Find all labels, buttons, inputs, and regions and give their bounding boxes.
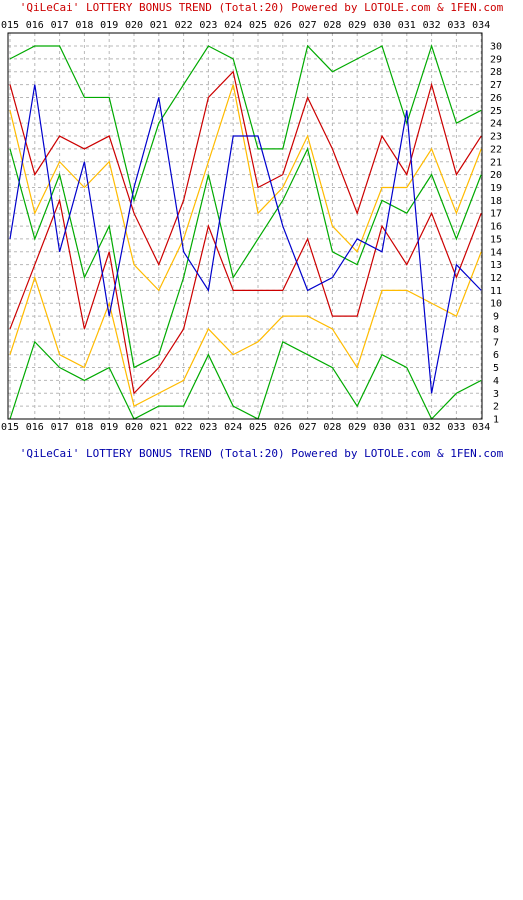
series-line-2 xyxy=(9,251,482,408)
grid xyxy=(8,33,482,420)
y-tick-label: 5 xyxy=(493,363,499,374)
y-tick-label: 18 xyxy=(490,196,502,207)
x-tick-label: 022 xyxy=(175,20,193,31)
x-tick-label: 020 xyxy=(125,422,143,433)
x-tick-label: 033 xyxy=(447,422,465,433)
y-tick-label: 16 xyxy=(490,222,502,233)
x-tick-label: 018 xyxy=(75,20,93,31)
x-tick-label: 018 xyxy=(75,422,93,433)
x-tick-label: 033 xyxy=(447,20,465,31)
y-tick-label: 17 xyxy=(490,209,502,220)
y-tick-label: 11 xyxy=(490,286,502,297)
series-line-6 xyxy=(9,70,482,267)
x-tick-label: 030 xyxy=(373,20,391,31)
y-tick-label: 28 xyxy=(490,67,502,78)
x-tick-label: 020 xyxy=(125,20,143,31)
y-tick-label: 24 xyxy=(490,119,502,130)
x-tick-label: 029 xyxy=(348,422,366,433)
x-tick-label: 016 xyxy=(26,20,44,31)
x-tick-label: 029 xyxy=(348,20,366,31)
chart-title-top: 'QiLeCai' LOTTERY BONUS TREND (Total:20)… xyxy=(19,1,504,14)
y-tick-label: 14 xyxy=(490,247,502,258)
x-tick-label: 023 xyxy=(199,20,217,31)
x-tick-label: 026 xyxy=(274,422,292,433)
y-tick-label: 26 xyxy=(490,93,502,104)
y-tick-label: 12 xyxy=(490,273,502,284)
y-tick-label: 23 xyxy=(490,132,502,143)
series-lines xyxy=(9,44,482,421)
series-line-1 xyxy=(9,340,482,421)
x-tick-label: 031 xyxy=(398,422,416,433)
chart-title-bottom: 'QiLeCai' LOTTERY BONUS TREND (Total:20)… xyxy=(19,447,504,460)
x-tick-label: 017 xyxy=(51,20,69,31)
x-tick-label: 034 xyxy=(472,422,490,433)
x-tick-label: 024 xyxy=(224,20,242,31)
x-tick-label: 027 xyxy=(299,422,317,433)
x-tick-label: 026 xyxy=(274,20,292,31)
y-tick-labels: 1234567891011121314151617181920212223242… xyxy=(490,42,502,426)
y-tick-label: 10 xyxy=(490,299,502,310)
y-tick-label: 20 xyxy=(490,170,502,181)
x-tick-label: 025 xyxy=(249,422,267,433)
x-tick-label: 015 xyxy=(1,422,19,433)
x-tick-label: 028 xyxy=(323,20,341,31)
y-tick-label: 19 xyxy=(490,183,502,194)
y-tick-label: 15 xyxy=(490,234,502,245)
x-tick-label: 030 xyxy=(373,422,391,433)
y-tick-label: 6 xyxy=(493,350,499,361)
y-tick-label: 25 xyxy=(490,106,502,117)
plot-frame xyxy=(7,32,483,420)
x-tick-label: 025 xyxy=(249,20,267,31)
x-tick-label: 021 xyxy=(150,20,168,31)
x-tick-label: 022 xyxy=(175,422,193,433)
x-tick-label: 032 xyxy=(423,20,441,31)
y-tick-label: 29 xyxy=(490,54,502,65)
y-tick-label: 21 xyxy=(490,157,502,168)
y-tick-label: 22 xyxy=(490,144,502,155)
x-tick-label: 034 xyxy=(472,20,490,31)
x-tick-label: 024 xyxy=(224,422,242,433)
x-tick-label: 019 xyxy=(100,422,118,433)
y-tick-label: 4 xyxy=(493,376,499,387)
trend-chart: 015 016 017 018 019 020 021 022 023 024 025 026 027 0… xyxy=(1,20,502,433)
series-line-8 xyxy=(9,84,482,394)
x-tick-label: 019 xyxy=(100,20,118,31)
x-tick-label: 021 xyxy=(150,422,168,433)
series-line-5 xyxy=(9,84,482,292)
series-line-7 xyxy=(9,44,482,203)
x-tick-label: 032 xyxy=(423,422,441,433)
x-tick-labels-bottom: 015 016 017 018 019 020 021 022 023 024 025 026 027 0… xyxy=(1,422,490,433)
x-tick-labels-top: 015 016 017 018 019 020 021 022 023 024 025 026 027 0… xyxy=(1,20,490,31)
y-tick-label: 3 xyxy=(493,389,499,400)
y-tick-label: 7 xyxy=(493,337,499,348)
x-tick-label: 023 xyxy=(199,422,217,433)
y-tick-label: 27 xyxy=(490,80,502,91)
x-tick-label: 027 xyxy=(299,20,317,31)
y-tick-label: 2 xyxy=(493,402,499,413)
series-line-3 xyxy=(9,198,482,395)
x-tick-label: 028 xyxy=(323,422,341,433)
y-tick-label: 9 xyxy=(493,312,499,323)
x-tick-label: 016 xyxy=(26,422,44,433)
y-tick-label: 8 xyxy=(493,324,499,335)
series-line-4 xyxy=(9,147,482,369)
y-tick-label: 30 xyxy=(490,42,502,53)
y-tick-label: 1 xyxy=(493,415,499,426)
y-tick-label: 13 xyxy=(490,260,502,271)
x-tick-label: 017 xyxy=(51,422,69,433)
x-tick-label: 015 xyxy=(1,20,19,31)
x-tick-label: 031 xyxy=(398,20,416,31)
